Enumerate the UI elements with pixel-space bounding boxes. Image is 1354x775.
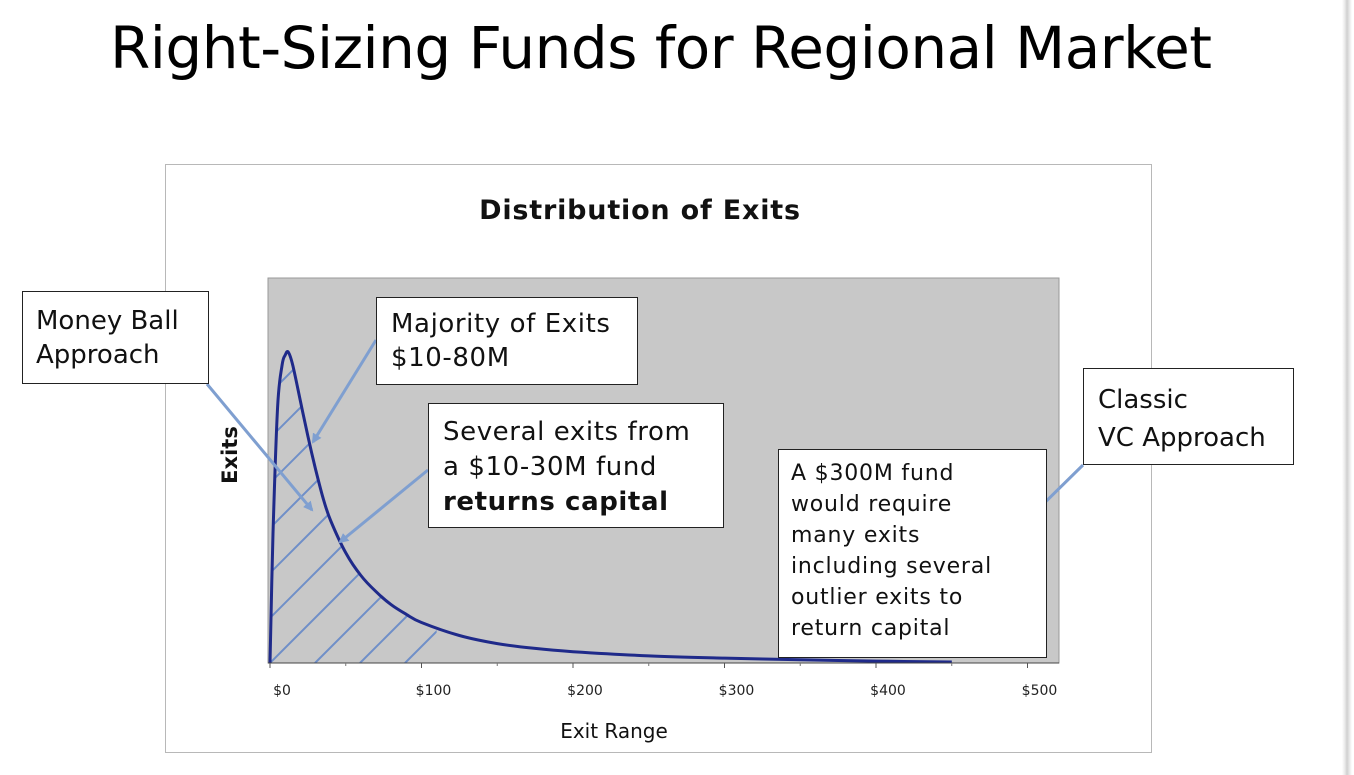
majority-exits-callout: Majority of Exits $10-80M <box>376 297 638 385</box>
right-divider <box>1342 0 1354 775</box>
money-ball-callout: Money Ball Approach <box>22 291 209 384</box>
callout-arrows <box>205 339 1085 544</box>
chart-title: Distribution of Exits <box>479 195 801 226</box>
x-tick-label: $400 <box>870 683 906 699</box>
hatch-line <box>270 362 346 663</box>
y-axis-label: Exits <box>218 426 242 484</box>
callout-line: Several exits from <box>443 417 691 447</box>
series-line <box>268 350 952 664</box>
majority-arrow <box>311 339 378 444</box>
classic-vc-callout: Classic VC Approach <box>1083 368 1294 465</box>
callout-line: outlier exits to <box>791 585 964 610</box>
hatch-line <box>270 362 301 663</box>
page-title: Right-Sizing Funds for Regional Market <box>110 14 1212 82</box>
x-tick-label: $0 <box>273 683 291 699</box>
x-axis-label: Exit Range <box>560 719 668 743</box>
hatch-line <box>0 363 255 663</box>
callout-line: Approach <box>36 340 160 370</box>
callout-line: $10-80M <box>391 343 510 373</box>
x-tick-label: $100 <box>416 683 452 699</box>
callout-line-bold: returns capital <box>443 487 669 517</box>
callout-line: including several <box>791 554 992 579</box>
hatch-line <box>0 363 210 663</box>
callout-line: return capital <box>791 616 951 641</box>
several-arrow <box>338 468 429 544</box>
x-tick-label: $300 <box>719 683 755 699</box>
callout-line: Majority of Exits <box>391 309 611 339</box>
hatch-line <box>0 363 165 663</box>
money-ball-arrow <box>205 383 314 512</box>
callout-line: many exits <box>791 523 921 548</box>
several-exits-callout: Several exits from a $10-30M fund return… <box>428 403 724 528</box>
callout-line: VC Approach <box>1098 423 1266 453</box>
callout-line: Classic <box>1098 385 1188 415</box>
hatch-line <box>0 363 120 663</box>
x-axis-ticks: $0 $100 $200 $300 $400 $500 <box>269 663 1058 699</box>
fund-300m-callout: A $300M fund would require many exits in… <box>778 449 1047 658</box>
x-tick-label: $200 <box>567 683 603 699</box>
hatch-line <box>314 362 437 663</box>
callout-line: a $10-30M fund <box>443 452 658 482</box>
callout-line: A $300M fund <box>791 461 955 486</box>
callout-line: would require <box>791 492 953 517</box>
callout-line: Money Ball <box>36 306 179 336</box>
x-tick-label: $500 <box>1022 683 1058 699</box>
